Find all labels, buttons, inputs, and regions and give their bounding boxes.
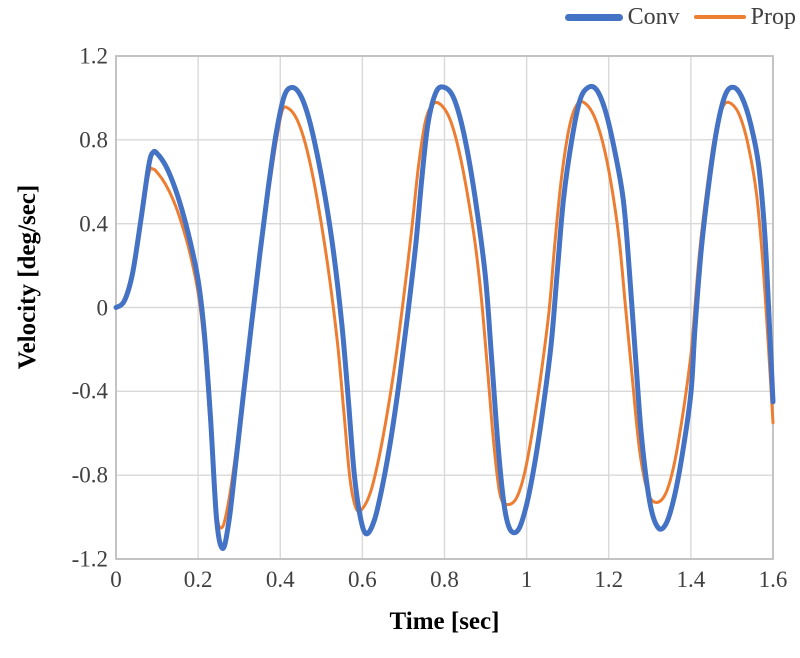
legend-line-swatch-prop-icon [693,15,746,19]
x-tick-label: 1.4 [676,567,706,592]
x-tick-label: 1 [520,567,533,592]
chart-legend: Conv Prop [520,0,800,34]
legend-line-swatch-conv-icon [564,13,623,21]
x-tick-label: 0 [110,567,122,592]
x-tick-label: 1.6 [758,567,788,592]
y-tick-label: 0.8 [79,127,108,153]
x-tick-label: 0.8 [430,567,459,592]
legend-label-prop: Prop [750,4,796,30]
series-line-conv [113,83,776,552]
x-tick-label: 0.4 [265,567,295,592]
data-series-layer [113,83,776,552]
y-tick-label: -1.2 [71,546,108,572]
y-tick-label: 0 [96,295,109,320]
y-axis-tick-labels: 1.2 0.8 0.4 0 -0.4 -0.8 -1.2 [0,0,108,658]
legend-label-conv: Conv [627,4,680,30]
x-tick-label: 1.2 [594,567,624,592]
x-axis-title: Time [sec] [389,608,500,635]
y-tick-label: -0.4 [71,378,108,404]
legend-item-prop[interactable]: Prop [693,4,796,30]
x-tick-label: 0.2 [183,567,213,592]
legend-item-conv[interactable]: Conv [564,4,680,30]
y-tick-label: 1.2 [79,43,108,69]
y-tick-label: 0.4 [79,211,108,237]
series-line-prop [114,99,775,530]
x-tick-label: 0.6 [348,567,377,592]
y-tick-label: -0.8 [71,462,108,488]
